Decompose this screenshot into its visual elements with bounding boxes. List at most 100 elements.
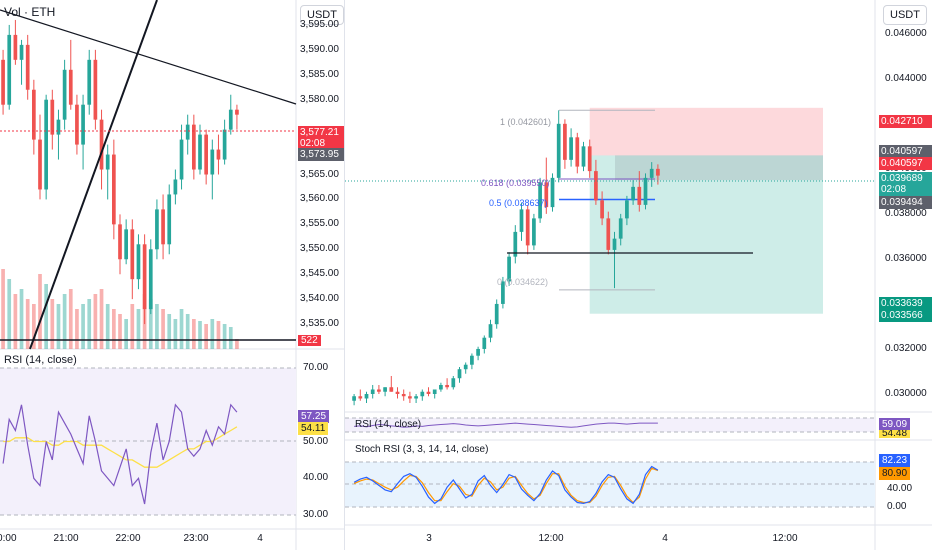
candle-body: [68, 69, 73, 105]
rsi-value-tag: 57.25: [298, 410, 330, 423]
candle-body: [62, 69, 67, 120]
candle: [56, 109, 61, 160]
candle-body: [507, 256, 511, 282]
left-price-tick: 3,595.00: [300, 18, 339, 30]
candle: [118, 214, 122, 275]
candle: [556, 110, 561, 183]
candle-body: [556, 123, 561, 178]
target-b-tag: 0.033566: [879, 309, 932, 322]
candle: [364, 391, 369, 403]
candle-body: [155, 209, 159, 250]
right-rsi-ma-tag: 54.48: [879, 430, 911, 438]
left-price-tick: 3,535.00: [300, 318, 339, 330]
candle-body: [445, 384, 449, 388]
candle: [445, 378, 449, 390]
candle-body: [476, 348, 480, 356]
right-currency-button[interactable]: USDT: [883, 5, 927, 25]
left-rsi-title: RSI (14, close): [4, 354, 77, 366]
volume-bar: [192, 319, 196, 349]
candle: [222, 119, 227, 165]
volume-bar: [25, 299, 30, 349]
short-position-tool[interactable]: [589, 107, 823, 314]
left-rsi-tick: 70.00: [303, 362, 329, 373]
candle: [161, 194, 165, 260]
volume-bar: [173, 319, 178, 349]
candle: [494, 299, 499, 329]
candle: [112, 139, 116, 240]
candle: [432, 389, 437, 399]
left-price-tick: 3,590.00: [300, 43, 339, 55]
candle: [62, 59, 67, 130]
volume-bar: [161, 309, 165, 349]
rsi-line: [2, 403, 238, 505]
left-currency-button[interactable]: USDT: [300, 5, 344, 25]
candle: [618, 213, 623, 246]
right-chart-svg[interactable]: [345, 0, 932, 550]
candle-body: [463, 364, 468, 370]
stoch-d-tag: 80.90: [879, 467, 911, 480]
candle-body: [587, 146, 592, 172]
volume-bar: [130, 304, 135, 349]
right-price-tick: 0.036000: [885, 252, 927, 264]
left-price-tick: 3,580.00: [300, 93, 339, 105]
candle: [142, 234, 147, 325]
candle-body: [352, 396, 356, 401]
candle-body: [44, 99, 48, 190]
volume-bar: [7, 279, 12, 349]
right-price-tick: 0.046000: [885, 27, 927, 39]
right-chart-panel: USDT 0.0460000.0440000.0420000.0400000.0…: [344, 0, 932, 550]
candle-body: [420, 391, 425, 397]
left-price-tick: 3,540.00: [300, 293, 339, 305]
volume-bar: [148, 299, 153, 349]
right-rsi-value-tag: 59.09: [879, 418, 911, 431]
candle-body: [600, 200, 604, 219]
candle: [198, 124, 202, 175]
candle: [643, 173, 648, 210]
candle: [192, 114, 196, 180]
volume-bar: [99, 289, 104, 349]
descending-trendline[interactable]: [0, 9, 297, 105]
volume-bar: [81, 304, 85, 349]
candle-body: [161, 209, 165, 245]
left-time-tick: 21:00: [53, 533, 79, 544]
candle-body: [13, 34, 18, 60]
candle-body: [25, 44, 30, 90]
candle-body: [173, 179, 178, 195]
candle: [594, 159, 598, 205]
candle: [544, 157, 549, 214]
ascending-trendline[interactable]: [29, 0, 158, 350]
candle-body: [370, 389, 375, 394]
candle-body: [99, 119, 104, 170]
candle: [38, 114, 42, 200]
stoch-title: Stoch RSI (3, 3, 14, 14, close): [355, 444, 489, 455]
candle-body: [204, 134, 208, 175]
candle-body: [1, 59, 5, 105]
volume-bar: [93, 294, 98, 349]
stop-price-tag: 0.042710: [879, 115, 932, 128]
left-chart-svg[interactable]: [0, 0, 344, 550]
candle-body: [482, 337, 487, 349]
volume-bar: [136, 309, 141, 349]
left-time-tick: 23:00: [183, 533, 209, 544]
candle: [488, 319, 493, 343]
last-price-tag: 3,577.21 02:08: [298, 126, 344, 150]
candle-body: [538, 182, 542, 219]
candle-body: [87, 59, 92, 105]
candle: [228, 94, 233, 135]
candle: [482, 335, 487, 354]
fib-0-label: 0 (0.034622): [497, 277, 549, 287]
candle: [370, 384, 375, 399]
candle-body: [118, 224, 122, 260]
candle-body: [216, 149, 221, 160]
left-price-tick: 3,555.00: [300, 218, 339, 230]
candle: [44, 94, 48, 200]
candle-body: [637, 186, 642, 205]
candle: [426, 387, 431, 397]
candle: [550, 173, 555, 212]
candle: [216, 134, 221, 175]
candle: [625, 195, 629, 226]
left-price-tick: 3,560.00: [300, 193, 339, 205]
candle: [235, 104, 239, 130]
candle-body: [606, 218, 611, 250]
volume-bar: [228, 327, 233, 349]
